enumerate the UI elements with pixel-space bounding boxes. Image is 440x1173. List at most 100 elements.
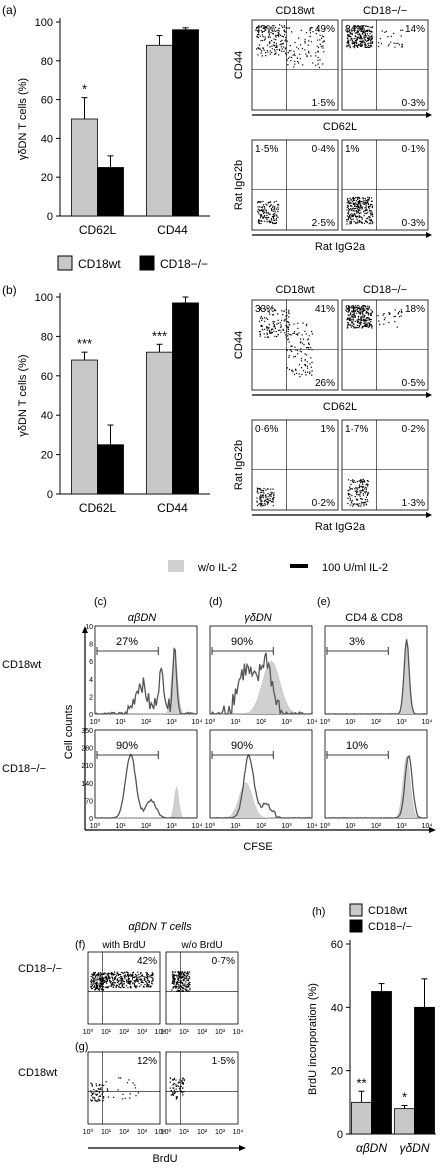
brdu-col-with: with BrdU [101, 940, 145, 951]
flow-y-label: Rat IgG2b [233, 160, 245, 210]
gate-pct: 27% [116, 636, 138, 648]
dot-cluster [171, 970, 191, 992]
quadrant-pct: 0·1% [402, 144, 425, 155]
x-tick-label: 10¹ [115, 719, 126, 726]
y-tick-label: 210 [81, 763, 93, 770]
quadrant-pct: 0·2% [312, 498, 335, 509]
y-tick-label: 0 [89, 712, 93, 719]
x-tick-label: 10¹ [115, 823, 126, 830]
y-tick-label: 60 [331, 939, 343, 951]
x-tick-label: 10² [197, 1029, 208, 1036]
histogram-with-il2 [209, 652, 313, 715]
cfse-ylabel: Cell counts [63, 704, 75, 759]
histogram-with-il2 [325, 639, 427, 715]
x-tick-label: CD44 [157, 501, 188, 515]
gate-pct: 90% [116, 740, 138, 752]
x-tick-label: 10⁰ [205, 718, 216, 726]
x-tick-label: 10⁴ [307, 823, 318, 830]
x-tick-label: 10¹ [230, 823, 241, 830]
panel-label-d: (d) [209, 596, 222, 608]
dot-cluster [377, 309, 403, 328]
y-tick-label: 0 [337, 1129, 343, 1141]
brdu-xlabel: BrdU [152, 1153, 177, 1165]
y-tick-label: 70 [85, 798, 93, 805]
cfse-legend-gray-label: w/o IL-2 [197, 562, 237, 574]
y-tick-label: 20 [41, 172, 53, 184]
flow-y-label: CD44 [233, 51, 245, 79]
x-tick-label: 10³ [396, 719, 407, 726]
flow-x-label: Rat IgG2a [315, 521, 366, 533]
x-tick-label: 10² [197, 1129, 208, 1136]
cfse-histograms: 27% 10⁰ 10¹ 10² 10³ 10⁴ 0 2 4 6 8 10 90% 10⁰ 10¹ 10² 10³… [81, 624, 436, 833]
x-tick-label: 10³ [215, 1129, 226, 1136]
x-tick-label: 10⁰ [90, 718, 101, 726]
flow-a-col-ko: CD18−/− [363, 5, 407, 17]
y-tick-label: 350 [81, 728, 93, 735]
bar [172, 302, 199, 495]
legend-h: CD18wt CD18−/− [349, 903, 412, 933]
x-tick-label: CD62L [79, 501, 117, 515]
dot-cluster [346, 25, 374, 49]
bar [351, 1101, 372, 1135]
dot-cluster [90, 1082, 105, 1102]
x-tick-label: αβDN [356, 1141, 387, 1155]
x-tick-label: 10³ [166, 823, 177, 830]
quadrant-pct: 41% [315, 304, 335, 315]
x-tick-label: 10³ [137, 1129, 148, 1136]
dot-plot-frame [165, 1051, 239, 1125]
flow-x-arrowhead [426, 232, 432, 238]
x-tick-label: 10¹ [345, 719, 356, 726]
quadrant-pct: 0·3% [402, 98, 425, 109]
dot-cluster [105, 1077, 139, 1100]
flow-x-arrowhead [426, 112, 432, 118]
bar [172, 29, 199, 217]
x-tick-label: CD44 [157, 223, 188, 237]
dot-cluster [256, 24, 287, 57]
histogram-with-il2 [94, 646, 197, 716]
y-axis-label: γδDN T cells (%) [17, 354, 29, 436]
y-tick-label: 60 [41, 371, 53, 383]
flow-x-arrowhead [426, 392, 432, 398]
dot-cluster [90, 972, 105, 991]
x-tick-label: 10³ [166, 719, 177, 726]
dot-cluster [346, 196, 374, 225]
quadrant-pct: 0·4% [312, 144, 335, 155]
x-tick-label: 10⁰ [320, 718, 331, 726]
x-tick-label: 10¹ [101, 1129, 112, 1136]
x-tick-label: 10² [256, 719, 267, 726]
x-tick-label: 10² [119, 1029, 130, 1036]
x-tick-label: 10⁰ [161, 1028, 172, 1036]
bar [371, 991, 392, 1135]
bar [71, 359, 98, 495]
significance-label: * [402, 1090, 407, 1105]
y-tick-label: 100 [35, 17, 53, 29]
x-tick-label: 10² [119, 1129, 130, 1136]
x-tick-label: 10⁴ [155, 1029, 166, 1036]
cfse-xlabel: CFSE [243, 841, 272, 853]
y-tick-label: 6 [89, 659, 93, 666]
quadrant-pct: 1·7% [345, 424, 368, 435]
y-tick-label: 80 [41, 56, 53, 68]
quadrant-pct: 26% [315, 378, 335, 389]
x-tick-label: 10² [371, 719, 382, 726]
x-tick-label: 10¹ [101, 1029, 112, 1036]
brdu-x-arrowhead [239, 1145, 246, 1151]
bar [97, 167, 124, 217]
flow-x-label: CD62L [323, 401, 357, 413]
x-tick-label: 10² [371, 823, 382, 830]
quadrant-pct: 0·5% [402, 378, 425, 389]
legend-label-wt: CD18wt [78, 257, 121, 271]
x-tick-label: 10³ [137, 1029, 148, 1036]
flow-a-cd44-cd62l: 43% 49% 1·5% 84% 14% 0·3% CD44 CD62L [233, 19, 432, 133]
x-tick-label: 10⁴ [233, 1129, 244, 1136]
gate-pct: 90% [231, 636, 253, 648]
histogram-frame [209, 729, 313, 819]
cfse-col-d: γδDN [244, 612, 272, 624]
flow-y-label: CD44 [233, 331, 245, 359]
panel-label-b: (b) [2, 283, 17, 297]
bar [71, 118, 98, 217]
legend-ab: CD18wt CD18−/− [57, 255, 208, 271]
y-tick-label: 20 [331, 1066, 343, 1078]
bar-chart-h: 0 20 40 60 BrdU incorporation (%) αβDN ** γδDN * [307, 939, 436, 1155]
quadrant-pct: 81% [345, 304, 365, 315]
